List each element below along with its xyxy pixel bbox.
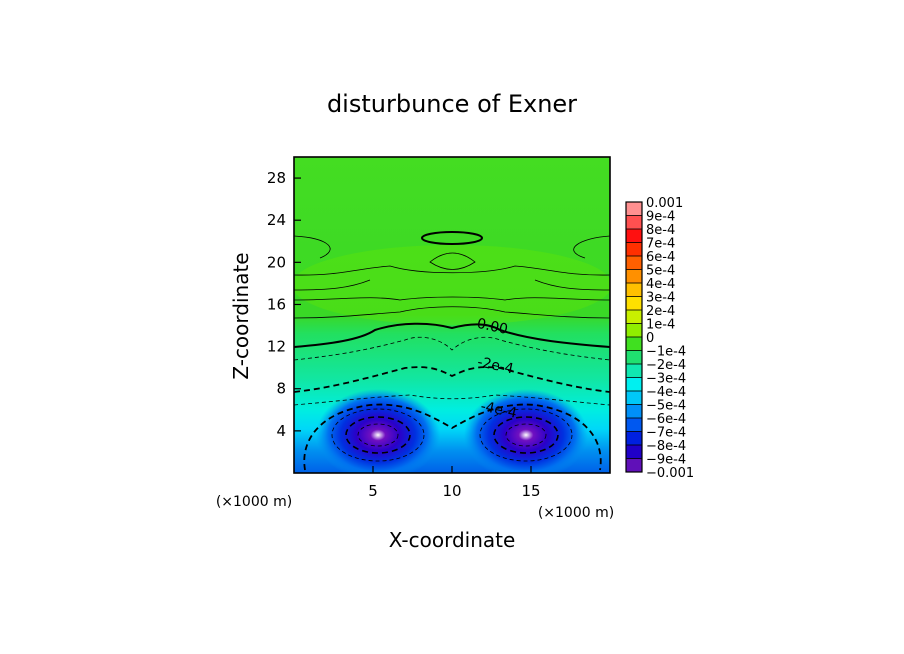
- colorbar-swatch: [626, 418, 642, 432]
- colorbar-level-label: 3e-4: [646, 291, 675, 306]
- contour-minus2: [294, 366, 610, 393]
- colorbar-level-label: 6e-4: [646, 250, 675, 265]
- y-tick-label: 8: [276, 380, 286, 398]
- colorbar-level-label: −7e-4: [646, 426, 686, 441]
- contour-label: -2e-4: [476, 354, 515, 377]
- colorbar-swatch: [626, 310, 642, 324]
- x-ticks: 5 10 15: [368, 466, 541, 500]
- x-tick-label: 15: [521, 482, 540, 500]
- colorbar: 0.0019e-48e-47e-46e-45e-44e-43e-42e-41e-…: [625, 196, 694, 481]
- colorbar-swatch: [626, 242, 642, 257]
- chart-title: disturbunce of Exner: [327, 90, 577, 118]
- colorbar-swatch: [626, 337, 642, 351]
- colorbar-level-label: −0.001: [646, 466, 694, 481]
- colorbar-level-label: 7e-4: [646, 237, 675, 252]
- colorbar-swatch: [626, 256, 642, 270]
- y-tick-label: 20: [267, 253, 286, 271]
- contour-left-ring-1: [331, 408, 425, 462]
- colorbar-level-label: 5e-4: [646, 264, 675, 279]
- contour-mid-1: [294, 296, 610, 301]
- colorbar-swatch: [626, 458, 642, 473]
- colorbar-level-label: 8e-4: [646, 223, 675, 238]
- colorbar-swatch: [626, 404, 642, 419]
- colorbar-swatch: [626, 431, 642, 446]
- contour-labels: 0.00 -2e-4 -4e-4: [475, 316, 518, 422]
- contour-right-ring-1: [479, 408, 573, 462]
- contour-left-ring-2: [345, 416, 411, 454]
- contour-dash-2: [294, 394, 610, 406]
- y-axis-label: Z-coordinate: [229, 252, 253, 379]
- x-tick-label: 5: [368, 482, 378, 500]
- y-tick-label: 28: [267, 169, 286, 187]
- contour-upper-1: [294, 235, 610, 259]
- colorbar-swatch: [626, 296, 642, 311]
- colorbar-swatch: [626, 364, 642, 378]
- x-axis-label: X-coordinate: [389, 528, 516, 552]
- contour-label: -4e-4: [479, 398, 518, 421]
- contour-lines: [294, 231, 610, 471]
- contour-right-ring-3: [505, 423, 547, 447]
- y-tick-label: 4: [276, 422, 286, 440]
- colorbar-swatch: [626, 350, 642, 365]
- colorbar-swatch: [626, 323, 642, 338]
- colorbar-level-label: 2e-4: [646, 304, 675, 319]
- plot-area: [294, 157, 610, 473]
- colorbar-swatch: [626, 445, 642, 459]
- colorbar-level-label: 9e-4: [646, 210, 675, 225]
- contour-upper-3: [294, 265, 610, 276]
- colorbar-swatch: [626, 202, 642, 216]
- colorbar-level-label: −4e-4: [646, 385, 686, 400]
- colorbar-level-label: −8e-4: [646, 439, 686, 454]
- colorbar-swatch: [626, 269, 642, 284]
- y-ticks: 4 8 12 16 20 24 28: [267, 169, 301, 440]
- y-tick-label: 24: [267, 211, 286, 229]
- colorbar-swatch: [626, 215, 642, 230]
- contour-minus4: [303, 403, 602, 471]
- colorbar-level-label: 1e-4: [646, 318, 675, 333]
- y-unit-label: (×1000 m): [538, 505, 614, 521]
- contour-upper-2: [429, 252, 476, 270]
- colorbar-level-label: −1e-4: [646, 345, 686, 360]
- left-low-blob: [316, 389, 440, 473]
- colorbar-swatch: [626, 391, 642, 405]
- colorbar-level-label: 0.001: [646, 196, 683, 211]
- x-tick-label: 10: [442, 482, 461, 500]
- colorbar-level-label: −3e-4: [646, 372, 686, 387]
- colorbar-level-label: 4e-4: [646, 277, 675, 292]
- contour-right-ring-2: [493, 416, 559, 454]
- colorbar-swatch: [626, 377, 642, 392]
- brighter-green-band: [294, 245, 610, 325]
- contour-closed-top: [421, 231, 483, 245]
- colorbar-level-label: −9e-4: [646, 453, 686, 468]
- contour-zero: [294, 322, 610, 348]
- colorbar-swatch: [626, 283, 642, 297]
- contour-left-ring-3: [357, 423, 399, 447]
- y-tick-label: 12: [267, 338, 286, 356]
- contour-mid-2: [294, 306, 610, 319]
- colorbar-level-label: 0: [646, 331, 654, 346]
- contour-dash-1: [294, 336, 610, 361]
- colorbar-level-label: −6e-4: [646, 412, 686, 427]
- y-tick-label: 16: [267, 295, 286, 313]
- colorbar-swatch: [626, 229, 642, 243]
- contour-upper-4: [294, 279, 610, 291]
- colorbar-level-label: −2e-4: [646, 358, 686, 373]
- colorbar-level-label: −5e-4: [646, 399, 686, 414]
- contour-label: 0.00: [475, 316, 509, 338]
- x-unit-label: (×1000 m): [216, 494, 292, 510]
